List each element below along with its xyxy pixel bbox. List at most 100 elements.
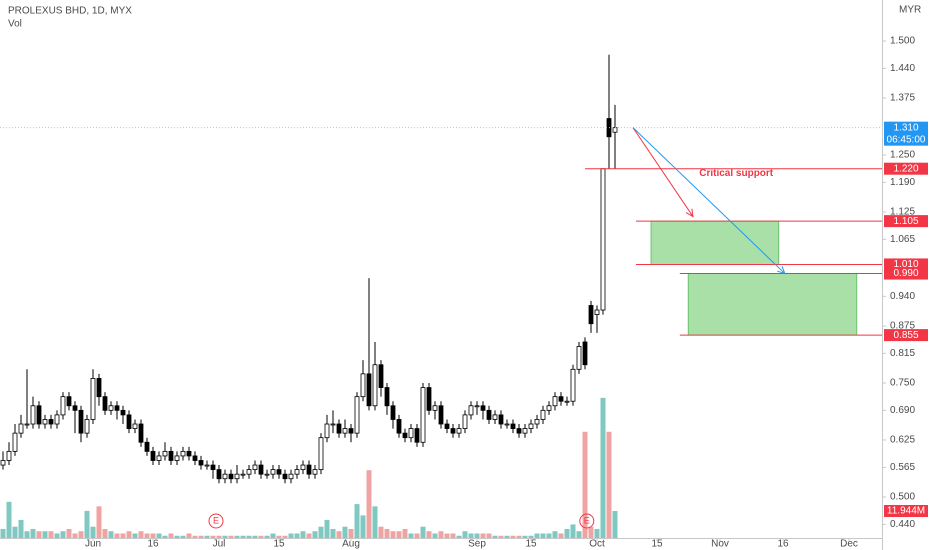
candle-body — [276, 469, 282, 475]
candle-body — [492, 414, 498, 420]
candle-body — [288, 473, 294, 480]
volume-bar — [168, 533, 174, 538]
volume-bar — [174, 535, 180, 538]
volume-bar — [12, 526, 18, 538]
level-label-box — [884, 162, 928, 175]
candle-body — [120, 409, 126, 416]
level-label: 1.105 — [893, 216, 918, 227]
candle-body — [600, 168, 606, 311]
volume-bar — [540, 533, 546, 538]
countdown: 06:45:00 — [887, 134, 926, 145]
volume-bar — [120, 533, 126, 538]
candle-body — [534, 419, 540, 425]
candle-body — [474, 405, 480, 408]
y-tick-label: 0.875 — [890, 321, 915, 332]
candle-body — [564, 400, 570, 403]
y-tick-label: 0.940 — [890, 291, 915, 302]
candle-body — [174, 455, 180, 461]
candle-body — [240, 473, 246, 476]
candle-body — [42, 419, 48, 425]
y-tick-label: 0.690 — [890, 405, 915, 416]
y-tick-label: 0.440 — [890, 519, 915, 530]
volume-bar — [312, 531, 318, 538]
volume-bar — [594, 528, 600, 538]
level-label-box — [884, 215, 928, 228]
candle-body — [546, 405, 552, 411]
y-tick-label: 1.125 — [890, 207, 915, 218]
x-tick-label: 15 — [651, 539, 663, 550]
candle-body — [90, 378, 96, 420]
candle-body — [378, 364, 384, 388]
candle-body — [516, 428, 522, 434]
candle-body — [486, 409, 492, 420]
volume-bar — [66, 528, 72, 538]
volume-bar — [348, 528, 354, 538]
candle-body — [420, 387, 426, 443]
volume-bar — [378, 526, 384, 538]
volume-bar — [570, 524, 576, 538]
annotation: Critical support — [699, 168, 774, 179]
x-tick-label: 16 — [777, 539, 789, 550]
volume-bar — [516, 535, 522, 538]
volume-bar — [144, 533, 150, 538]
volume-bar — [276, 535, 282, 538]
candle-body — [36, 405, 42, 425]
volume-bar — [450, 533, 456, 538]
x-tick-label: 15 — [525, 539, 537, 550]
x-tick-label: 16 — [147, 539, 159, 550]
candle-body — [252, 464, 258, 471]
candle-body — [0, 460, 6, 466]
candle-body — [258, 464, 264, 475]
volume-bar — [468, 533, 474, 538]
candle-body — [138, 423, 144, 443]
candle-body — [24, 423, 30, 426]
candle-body — [282, 473, 288, 480]
volume-bar — [282, 535, 288, 538]
volume-bar — [336, 531, 342, 538]
candle-body — [210, 464, 216, 471]
volume-bar — [180, 535, 186, 538]
candle-body — [108, 405, 114, 411]
candle-body — [390, 405, 396, 420]
candle-body — [324, 423, 330, 439]
candle-body — [588, 305, 594, 325]
candle-body — [510, 423, 516, 429]
volume-bar — [582, 431, 588, 538]
candle-body — [12, 432, 18, 452]
x-tick-label: Oct — [589, 539, 605, 550]
volume-bar — [186, 533, 192, 538]
volume-bar — [588, 526, 594, 538]
volume-bar — [108, 531, 114, 538]
volume-bar — [342, 526, 348, 538]
volume-bar — [102, 528, 108, 538]
candle-body — [312, 469, 318, 475]
candle-body — [6, 450, 12, 461]
candle-body — [612, 127, 618, 133]
volume-bar — [84, 510, 90, 538]
candle-body — [330, 423, 336, 426]
candle-body — [360, 373, 366, 398]
volume-bar — [456, 535, 462, 538]
volume-bar — [420, 526, 426, 538]
candle-body — [594, 309, 600, 315]
volume-bar — [396, 531, 402, 538]
candle-body — [438, 405, 444, 425]
candle-body — [144, 441, 150, 452]
volume-bar — [372, 506, 378, 538]
candle-body — [384, 387, 390, 407]
x-tick-label: Jun — [85, 539, 101, 550]
volume-bar — [510, 535, 516, 538]
candle-body — [522, 428, 528, 434]
earnings-marker — [579, 513, 595, 529]
volume-bar — [360, 515, 366, 538]
volume-bar — [204, 535, 210, 538]
arrow-head — [777, 265, 786, 275]
volume-bar — [426, 531, 432, 538]
volume-bar — [234, 535, 240, 538]
candle-body — [168, 450, 174, 461]
candle-body — [480, 405, 486, 411]
candle-body — [96, 378, 102, 398]
candle-body — [60, 396, 66, 416]
candle-body — [54, 414, 60, 425]
candle-body — [114, 405, 120, 411]
